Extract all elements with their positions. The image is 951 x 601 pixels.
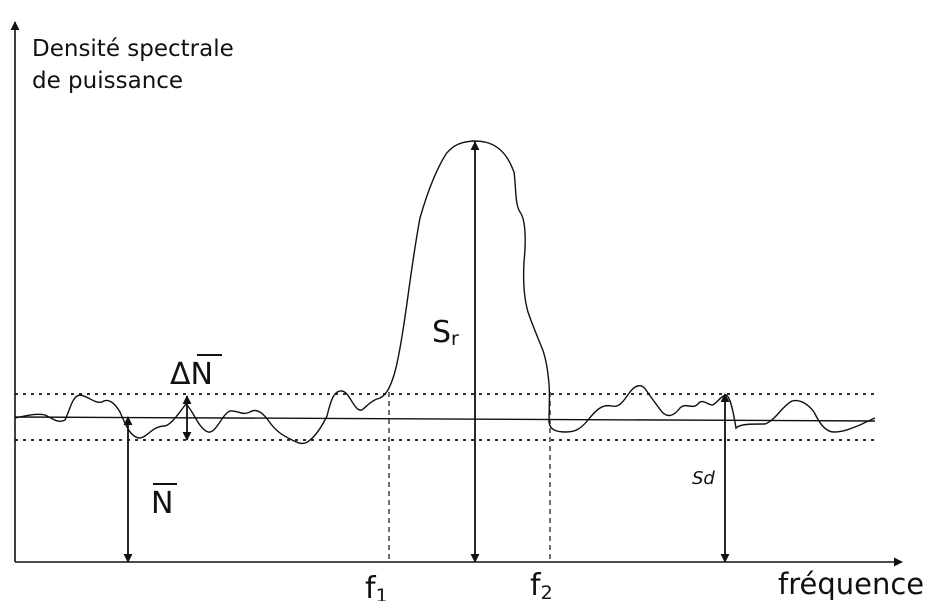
spectrum-curve (14, 140, 876, 445)
x-axis-label: fréquence (778, 567, 924, 601)
f2-label: f2 (530, 568, 553, 601)
sr-label-sub: r (451, 328, 459, 350)
f1-label: f1 (365, 571, 388, 601)
sr-label: Sr (432, 315, 459, 350)
f1-label-sub: 1 (376, 585, 388, 601)
f2-label-main: f (530, 568, 542, 601)
sd-label: Sd (692, 468, 715, 489)
f2-label-sub: 2 (541, 582, 553, 601)
y-axis-label-line2: de puissance (32, 68, 183, 94)
y-axis-label-line1: Densité spectrale (32, 36, 234, 62)
sr-label-main: S (432, 315, 451, 350)
n-bar-label: N (151, 486, 173, 521)
mean-noise-line (14, 416, 876, 422)
delta-n-label: ΔN (170, 357, 213, 392)
f1-label-main: f (365, 571, 377, 601)
